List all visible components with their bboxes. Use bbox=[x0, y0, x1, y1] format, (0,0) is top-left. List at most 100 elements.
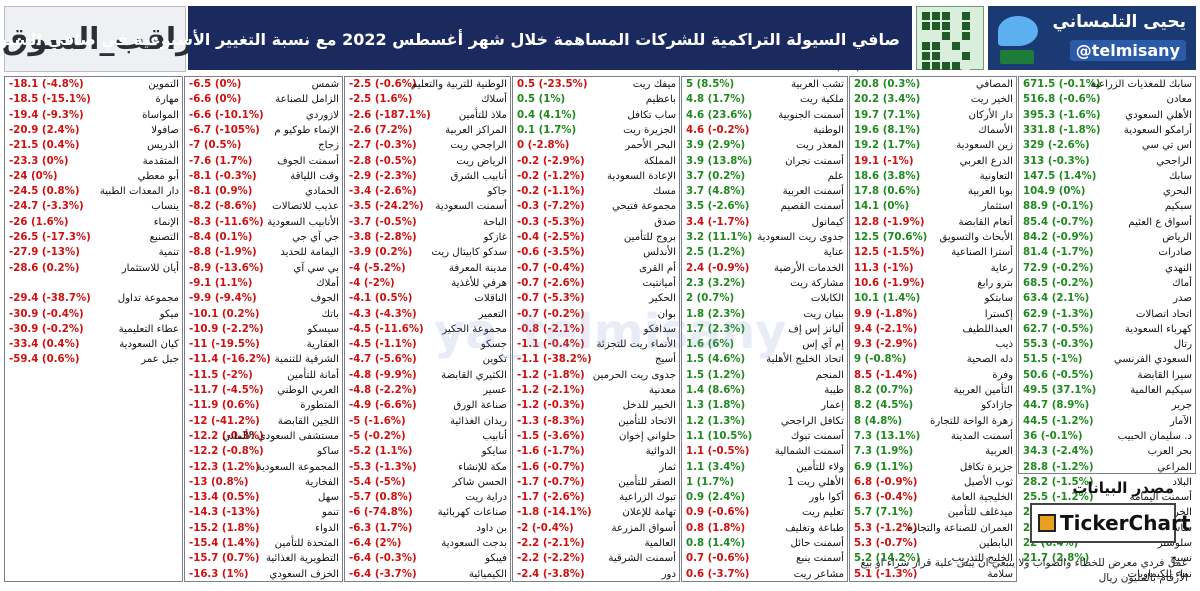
liquidity-value: -27.9 (-13%) bbox=[9, 245, 80, 260]
company-name: أسمنت العربية bbox=[782, 186, 844, 198]
net-liquidity: 5.3 bbox=[854, 522, 873, 534]
weekly-change: (0.2%) bbox=[41, 262, 80, 274]
table-row: -4 (-5.2%) مدينة المعرفة bbox=[345, 261, 510, 276]
company-name: جازادكو bbox=[981, 400, 1013, 412]
weekly-change: (-3.6%) bbox=[542, 430, 585, 442]
table-row: 1.1 (3.4%) ولاء للتأمين bbox=[682, 460, 847, 475]
weekly-change: (-0.5%) bbox=[1051, 323, 1094, 335]
table-row: 313 (-0.3%) الراجحي bbox=[1019, 154, 1195, 169]
net-liquidity: -3.4 bbox=[349, 186, 372, 198]
weekly-change: (-0.6%) bbox=[374, 79, 417, 90]
table-row: 9.3 (-2.9%) ذيب bbox=[850, 337, 1016, 352]
company-name: صدق bbox=[654, 216, 676, 228]
weekly-change: (13.1%) bbox=[875, 430, 921, 442]
table-row: -5.7 (0.8%) دراية ريت bbox=[345, 490, 510, 505]
net-liquidity: 85.4 bbox=[1023, 216, 1049, 228]
company-name: الأندلس bbox=[643, 247, 676, 259]
net-liquidity: 17.8 bbox=[854, 186, 880, 198]
net-liquidity: 5.2 bbox=[854, 553, 873, 565]
company-name: اللجين القابضة bbox=[277, 415, 339, 427]
weekly-change: (2.9%) bbox=[707, 140, 746, 152]
liquidity-value: 10.6 (-1.9%) bbox=[854, 276, 924, 291]
liquidity-value: -6.6 (0%) bbox=[189, 92, 241, 107]
company-name: الوطنية bbox=[813, 124, 844, 136]
net-liquidity: -30.9 bbox=[9, 323, 39, 335]
company-name: باتك bbox=[321, 308, 339, 320]
disclaimer: عمل فردي معرض للخطاء والصواب ولا ينبغي ا… bbox=[860, 557, 1188, 569]
liquidity-value: -0.7 (-5.3%) bbox=[517, 291, 585, 306]
net-liquidity: 0.5 bbox=[517, 79, 536, 90]
weekly-change: (11.1%) bbox=[707, 232, 753, 243]
weekly-change: (-0.8%) bbox=[864, 354, 907, 366]
table-row: -4 (-2%) هرفي للأغذية bbox=[345, 276, 510, 291]
company-name: مكة للإنشاء bbox=[458, 461, 507, 473]
liquidity-value: -12.3 (1.2%) bbox=[189, 460, 260, 475]
net-liquidity: 4.6 bbox=[686, 124, 705, 136]
company-name: المتقدمة bbox=[142, 155, 179, 167]
net-liquidity: 19.2 bbox=[854, 140, 880, 152]
weekly-change: (-4.8%) bbox=[41, 79, 84, 90]
table-row: 1.1 (10.5%) أسمنت تبوك bbox=[682, 429, 847, 444]
liquidity-value: -26.5 (-17.3%) bbox=[9, 230, 91, 245]
liquidity-value: 1.2 (1.3%) bbox=[686, 414, 745, 429]
company-name: أسيج bbox=[654, 354, 676, 366]
liquidity-value: 9.3 (-2.9%) bbox=[854, 337, 917, 352]
net-liquidity: 7.3 bbox=[854, 446, 873, 458]
liquidity-value: -13.4 (0.5%) bbox=[189, 490, 260, 505]
table-row: 1.4 (8.6%) طيبة bbox=[682, 383, 847, 398]
table-row: -4.1 (0.5%) الناقلات bbox=[345, 291, 510, 306]
table-row: 28.8 (-1.2%) المراعي bbox=[1019, 460, 1195, 475]
weekly-change: (0.2%) bbox=[374, 247, 413, 259]
table-row: -18.1 (-4.8%) التموين bbox=[5, 77, 182, 92]
liquidity-value: -28.6 (0.2%) bbox=[9, 261, 80, 276]
weekly-change: (-0.3%) bbox=[1051, 339, 1094, 351]
weekly-change: (-2.9%) bbox=[875, 339, 918, 351]
table-row: 63.4 (2.1%) صدر bbox=[1019, 291, 1195, 306]
table-row: -1.7 (-0.7%) الصقر للتأمين bbox=[513, 475, 679, 490]
net-liquidity: -23.3 bbox=[9, 155, 39, 167]
table-row: 1 (1.7%) الأهلي ريت 1 bbox=[682, 475, 847, 490]
weekly-change: (-0.9%) bbox=[707, 262, 750, 274]
table-row: -10.1 (0.2%) باتك bbox=[185, 307, 342, 322]
liquidity-value: -1.1 (-0.4%) bbox=[517, 337, 585, 352]
liquidity-value: -6.6 (-10.1%) bbox=[189, 108, 264, 123]
weekly-change: (-0.3%) bbox=[374, 140, 417, 152]
weekly-change: (-1.1%) bbox=[374, 339, 417, 351]
company-name: الأهلي السعودي bbox=[1125, 109, 1192, 121]
weekly-change: (-17.3%) bbox=[41, 232, 91, 243]
liquidity-value: 44.5 (-1.2%) bbox=[1023, 414, 1093, 429]
company-name: ميدغلف للتأمين bbox=[947, 507, 1013, 519]
liquidity-value: -1.5 (-3.6%) bbox=[517, 429, 585, 444]
liquidity-value: -5 (-1.6%) bbox=[349, 414, 406, 429]
net-liquidity: 5.3 bbox=[854, 538, 873, 549]
weekly-change: (-5.3%) bbox=[542, 216, 585, 228]
liquidity-value: -6.4 (-0.3%) bbox=[349, 551, 417, 566]
weekly-change: (2.4%) bbox=[41, 124, 80, 136]
weekly-change: (1.7%) bbox=[374, 522, 413, 534]
table-row: 21.7 (2.8%) نسيج bbox=[1019, 551, 1195, 566]
liquidity-value: -3.5 (-24.2%) bbox=[349, 199, 424, 214]
net-liquidity: -3.8 bbox=[349, 232, 372, 243]
net-liquidity: 1.4 bbox=[686, 385, 705, 396]
liquidity-value: -5 (-0.2%) bbox=[349, 429, 406, 444]
table-row: -8.1 (-0.3%) وقت اللياقة bbox=[185, 169, 342, 184]
liquidity-value: 3.2 (11.1%) bbox=[686, 230, 752, 245]
company-name: أميانتيت bbox=[642, 277, 676, 289]
table-row: 18.6 (3.8%) التعاونية bbox=[850, 169, 1016, 184]
table-row: -8.4 (0.1%) جي آي جي bbox=[185, 230, 342, 245]
table-column: 5 (8.5%) تشب العربية 4.8 (1.7%) ملكية ريت 4.… bbox=[681, 76, 848, 582]
qr-module bbox=[962, 42, 970, 50]
liquidity-value: -1.2 (-0.3%) bbox=[517, 398, 585, 413]
liquidity-value: 0.4 (4.1%) bbox=[517, 108, 576, 123]
net-liquidity: -6.6 bbox=[189, 109, 212, 121]
company-name: معادن bbox=[1166, 94, 1193, 106]
company-name: طيبة bbox=[824, 385, 844, 396]
qr-module bbox=[942, 12, 950, 20]
liquidity-value: -30.9 (-0.4%) bbox=[9, 307, 84, 322]
units-note: الأرقام بالمليون ريال bbox=[1098, 572, 1188, 584]
company-name: استثمار bbox=[981, 201, 1013, 213]
company-name: صناعة الورق bbox=[453, 400, 507, 412]
liquidity-value: 0.9 (2.4%) bbox=[686, 490, 745, 505]
table-row: -6.5 (0%) شمس bbox=[185, 77, 342, 92]
net-liquidity: -1.1 bbox=[517, 339, 540, 351]
